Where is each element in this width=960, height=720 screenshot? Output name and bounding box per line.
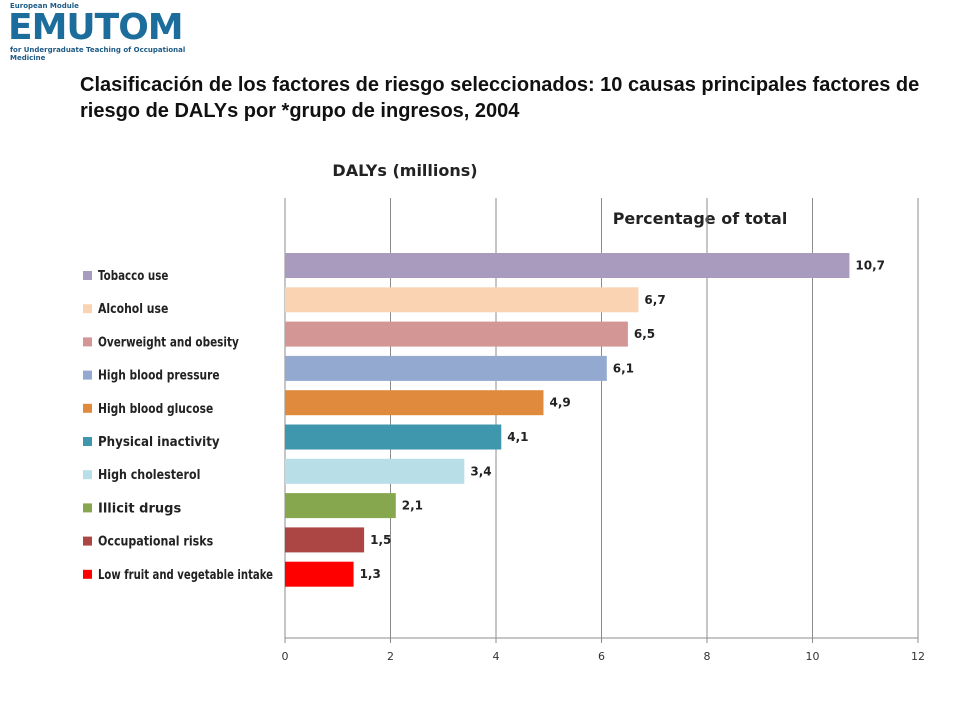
bar-value-label: 1,5 <box>370 533 391 547</box>
bar-5 <box>285 390 544 416</box>
legend-item-label: High blood glucose <box>98 402 213 417</box>
legend-item-label: High blood pressure <box>98 369 220 384</box>
legend-swatch <box>83 569 92 579</box>
bar-value-label: 3,4 <box>470 464 491 478</box>
legend-swatch <box>83 437 92 446</box>
bar-1 <box>285 253 850 278</box>
legend-item-label: High cholesterol <box>98 468 200 483</box>
bar-6 <box>285 424 502 450</box>
chart-title: DALYs (millions) <box>332 161 477 180</box>
chart-subtitle: Percentage of total <box>613 209 788 228</box>
logo-mark: EMUTOM <box>8 7 184 48</box>
x-tick-label: 8 <box>704 650 711 663</box>
x-tick-label: 10 <box>806 650 820 663</box>
chart-x-axis: 0 2 4 6 8 10 12 <box>282 638 925 663</box>
bar-7 <box>285 458 465 484</box>
legend-item-label: Alcohol use <box>98 302 169 317</box>
bar-value-label: 1,3 <box>360 567 381 581</box>
legend-item-label: Overweight and obesity <box>98 335 239 350</box>
legend-swatch <box>83 403 92 413</box>
legend-item-label: Tobacco use <box>98 269 169 284</box>
bar-10 <box>285 561 354 587</box>
logo-subtitle: for Undergraduate Teaching of Occupation… <box>10 46 186 62</box>
bar-2 <box>285 287 639 313</box>
x-tick-label: 0 <box>282 650 289 663</box>
x-tick-label: 4 <box>493 650 500 663</box>
bar-value-label: 10,7 <box>855 259 885 273</box>
legend-swatch <box>83 370 92 380</box>
bar-value-label: 6,7 <box>644 293 665 307</box>
bar-value-label: 6,5 <box>634 327 655 341</box>
bar-value-label: 6,1 <box>613 361 634 375</box>
legend-item-label: Physical inactivity <box>98 435 220 450</box>
x-tick-label: 12 <box>911 650 925 663</box>
legend-swatch <box>83 337 92 347</box>
legend-swatch <box>83 271 92 280</box>
bar-4 <box>285 355 607 381</box>
legend-swatch <box>83 304 92 314</box>
chart-bars <box>285 253 850 587</box>
bar-value-label: 4,1 <box>507 430 528 444</box>
chart-legend: Tobacco use Alcohol use Overweight and obe… <box>83 269 273 583</box>
logo-top-text: European Module <box>10 2 79 10</box>
x-tick-label: 2 <box>387 650 394 663</box>
chart-data-labels: 10,7 6,7 6,5 6,1 4,9 4,1 3,4 2,1 1,5 1,3 <box>360 259 885 582</box>
bar-9 <box>285 527 365 553</box>
legend-item-label: Occupational risks <box>98 535 213 550</box>
x-tick-label: 6 <box>598 650 605 663</box>
legend-swatch <box>83 536 92 546</box>
page-title: Clasificación de los factores de riesgo … <box>80 74 920 122</box>
bar-3 <box>285 321 628 347</box>
bar-8 <box>285 493 396 519</box>
legend-item-label: Low fruit and vegetable intake <box>98 568 273 583</box>
bar-value-label: 4,9 <box>549 396 570 410</box>
emutom-logo: European Module EMUTOM for Undergraduate… <box>6 2 202 62</box>
legend-item-label: Illicit drugs <box>98 501 181 516</box>
legend-swatch <box>83 503 92 513</box>
legend-swatch <box>83 470 92 480</box>
bar-value-label: 2,1 <box>402 499 423 513</box>
